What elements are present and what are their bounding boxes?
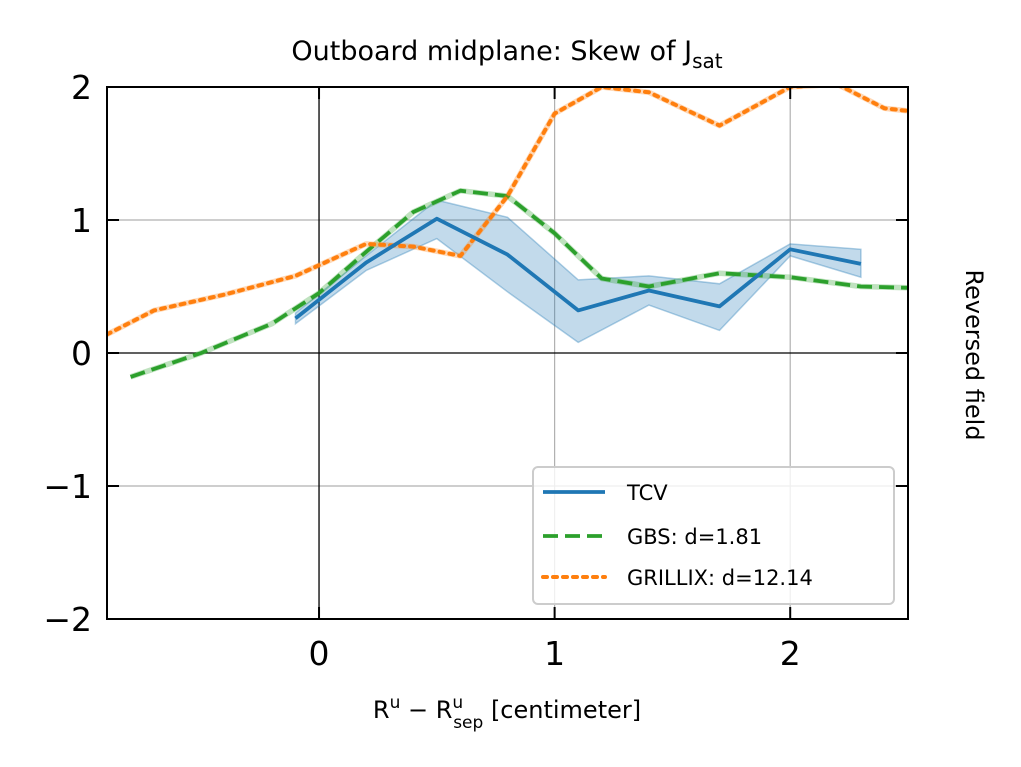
x-label-unit: [centimeter]: [483, 696, 641, 724]
x-label-r1-sup: u: [390, 693, 401, 713]
legend: TCV GBS: d=1.81 GRILLIX: d=12.14: [532, 466, 895, 605]
legend-label-grillix: GRILLIX: d=12.14: [627, 566, 813, 590]
x-axis-label: Ru − Ru sep [centimeter]: [373, 693, 641, 733]
legend-label-gbs: GBS: d=1.81: [627, 525, 762, 549]
x-label-minus: −: [400, 696, 435, 724]
right-side-label: Reversed field: [960, 269, 988, 440]
y-tick-label: −1: [43, 467, 92, 506]
series-tcv-line: [294, 216, 862, 320]
series-gbs-line: [129, 188, 908, 379]
x-tick-label: 0: [309, 634, 330, 673]
x-label-r2-sub: sep: [453, 713, 483, 733]
zero-lines: [107, 87, 908, 619]
series-grillix-line: [107, 87, 908, 337]
y-tick-label: 1: [71, 201, 92, 240]
chart-title: Outboard midplane: Skew of Jsat: [291, 36, 722, 73]
y-tick-label: 0: [71, 334, 92, 373]
x-tick-label: 1: [544, 634, 565, 673]
chart-title-main: Outboard midplane: Skew of J: [291, 36, 692, 67]
y-tick-label: 2: [71, 68, 92, 107]
tick-layer: 0 1 2 2 1 0 −1 −2: [43, 68, 908, 673]
x-label-r2: R: [436, 696, 453, 724]
x-tick-label: 2: [780, 634, 801, 673]
legend-label-tcv: TCV: [626, 481, 668, 505]
series-tcv-band: [294, 199, 862, 344]
series-grillix-halo: [107, 87, 908, 337]
chart-title-subscript: sat: [692, 49, 723, 73]
legend-box: [532, 466, 895, 605]
x-label-r1: R: [373, 696, 390, 724]
y-tick-label: −2: [43, 600, 92, 639]
x-label-r2-sup: u: [452, 693, 463, 713]
data-layer: [107, 87, 908, 380]
